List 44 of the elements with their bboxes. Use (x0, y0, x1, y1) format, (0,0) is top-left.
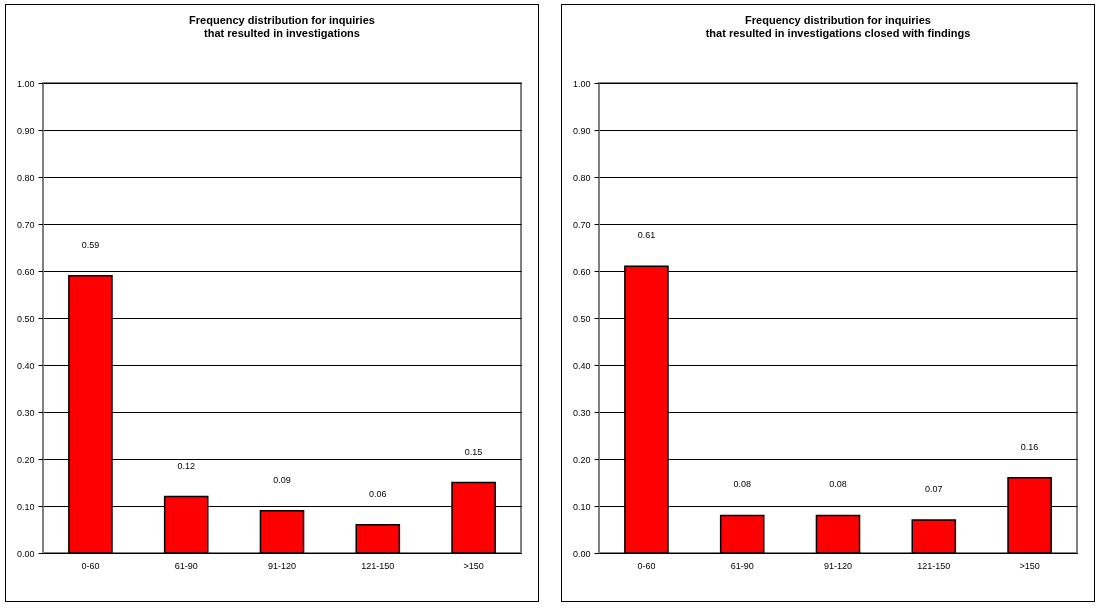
x-tick-label: >150 (1019, 560, 1040, 571)
data-label: 0.07 (925, 484, 943, 495)
data-label: 0.59 (81, 239, 100, 250)
y-tick-label: 0.20 (16, 454, 35, 465)
x-tick-label: 91-120 (267, 560, 297, 571)
y-tick-label: 0.50 (16, 313, 35, 324)
y-tick-label: 0.30 (572, 407, 591, 418)
y-tick-label: 0.80 (16, 172, 35, 183)
x-tick-label: 61-90 (730, 560, 754, 571)
data-label: 0.08 (829, 479, 847, 490)
y-tick-label: 0.90 (572, 125, 591, 136)
data-label: 0.16 (1020, 441, 1039, 452)
y-tick-label: 0.20 (572, 454, 591, 465)
data-label: 0.09 (273, 474, 291, 485)
y-tick-label: 0.80 (572, 172, 591, 183)
y-tick-label: 0.40 (16, 360, 35, 371)
y-tick-label: 0.60 (572, 266, 591, 277)
y-tick-label: 0.60 (16, 266, 35, 277)
x-tick-label: >150 (463, 560, 484, 571)
y-tick-label: 0.50 (572, 313, 591, 324)
y-tick-label: 0.00 (572, 548, 591, 559)
chart-title: Frequency distribution for inquiries that resulted in investigations closed with findings (705, 14, 971, 39)
y-tick-label: 0.70 (572, 219, 591, 230)
x-tick-label: 0-60 (637, 560, 656, 571)
x-tick-label: 121-150 (361, 560, 395, 571)
x-tick-label: 0-60 (81, 560, 100, 571)
data-label: 0.12 (177, 460, 195, 471)
y-tick-label: 0.30 (16, 407, 35, 418)
y-tick-label: 0.70 (16, 219, 35, 230)
chart-title: Frequency distribution for inquiries that resulted in investigations (189, 14, 375, 39)
data-label: 0.08 (733, 479, 751, 490)
y-tick-label: 0.00 (16, 548, 35, 559)
x-tick-label: 61-90 (174, 560, 198, 571)
x-tick-label: 91-120 (823, 560, 853, 571)
y-tick-label: 0.40 (572, 360, 591, 371)
y-tick-label: 1.00 (16, 78, 35, 89)
data-label: 0.15 (464, 446, 483, 457)
y-tick-label: 0.10 (16, 501, 35, 512)
x-tick-label: 121-150 (917, 560, 951, 571)
data-label: 0.06 (369, 488, 387, 499)
data-label: 0.61 (637, 230, 656, 241)
y-tick-label: 0.90 (16, 125, 35, 136)
y-tick-label: 0.10 (572, 501, 591, 512)
y-tick-label: 1.00 (572, 78, 591, 89)
